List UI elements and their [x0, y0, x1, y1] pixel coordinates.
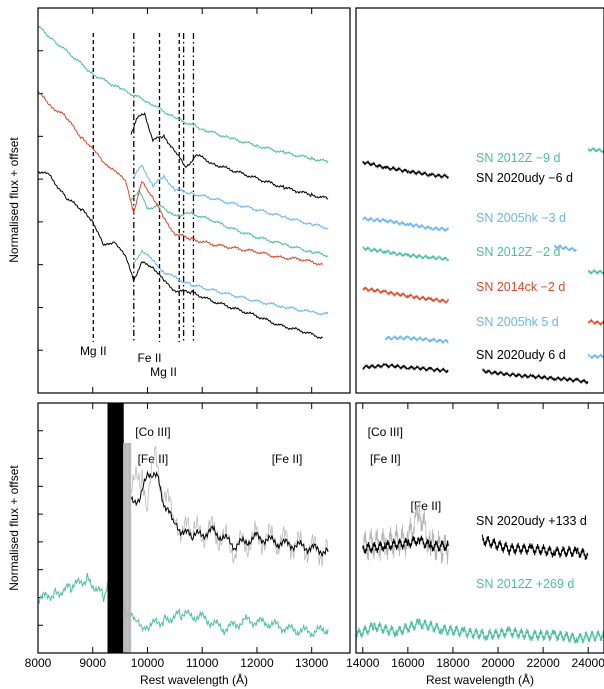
x-tick-label: 16000: [391, 656, 425, 670]
annotation-label: [Fe II]: [272, 452, 303, 466]
line-marker-label: Mg II: [80, 344, 107, 358]
series-line: [37, 90, 324, 266]
series-line: [355, 617, 604, 644]
label-sn2020udy-p133: SN 2020udy +133 d: [476, 514, 587, 528]
line-marker-label: Mg II: [150, 365, 177, 379]
annotation-label: [Fe II]: [370, 452, 401, 466]
series-line: [362, 535, 449, 554]
line-marker-label: Fe II: [138, 351, 162, 365]
y-axis-label-bottom: Normalised flux + offset: [7, 465, 21, 591]
x-tick-label: 14000: [346, 656, 380, 670]
series-line: [362, 215, 449, 233]
frame-bottom-left: [37, 402, 351, 654]
series-line: [553, 244, 578, 253]
x-tick-label: 11000: [186, 656, 219, 670]
label-sn2020udy-p6: SN 2020udy 6 d: [476, 348, 566, 362]
label-sn2020udy-m6: SN 2020udy −6 d: [476, 171, 573, 185]
frame-top-right: [355, 7, 604, 394]
frame-bottom-right: [355, 402, 604, 654]
frame-top-left: [37, 7, 351, 394]
series-line: [133, 249, 329, 316]
x-tick-label: 12000: [240, 656, 274, 670]
label-sn2012z-m2: SN 2012Z −2 d: [476, 245, 560, 259]
label-sn2014ck-m2: SN 2014ck −2 d: [476, 280, 565, 294]
panel-bottom-right: 14000 16000 18000 20000 22000 24000 [Co III] [F…: [346, 403, 604, 670]
x-tick-label: 13000: [295, 656, 329, 670]
series-line: [362, 286, 449, 305]
series-line: [587, 146, 604, 154]
x-tick-label: 18000: [436, 656, 470, 670]
x-tick-label: 9000: [79, 656, 106, 670]
annotation-label: [Fe II]: [411, 499, 442, 513]
series-line: [362, 500, 449, 565]
annotation-label: [Co III]: [368, 425, 403, 439]
annotation-label: [Fe II]: [138, 452, 169, 466]
series-line: [133, 164, 329, 230]
series-line: [362, 362, 449, 374]
series-line: [481, 534, 589, 560]
series-line: [130, 470, 329, 557]
label-sn2005hk-p5: SN 2005hk 5 d: [476, 315, 559, 329]
x-tick-label: 10000: [131, 656, 165, 670]
series-line: [362, 160, 449, 180]
series-line: [37, 171, 323, 340]
series-line: [362, 246, 449, 263]
x-tick-label: 8000: [25, 656, 52, 670]
x-tick-label: 22000: [526, 656, 560, 670]
panel-top-right: [362, 146, 604, 385]
series-line: [384, 334, 449, 345]
series-line: [588, 318, 604, 327]
x-tick-label: 24000: [572, 656, 604, 670]
series-line: [587, 352, 604, 360]
series-line: [37, 25, 329, 164]
y-axis-label-top: Normalised flux + offset: [7, 137, 21, 263]
label-sn2012z-m9: SN 2012Z −9 d: [476, 151, 560, 165]
series-line: [482, 367, 589, 385]
series-line: [130, 188, 329, 257]
x-tick-label: 20000: [481, 656, 515, 670]
series-line: [587, 268, 604, 276]
x-axis-label-left: Rest wavelength (Å): [140, 672, 248, 687]
label-sn2005hk-m3: SN 2005hk −3 d: [476, 211, 566, 225]
annotation-label: [Co III]: [135, 425, 170, 439]
series-line: [37, 562, 329, 638]
label-sn2012z-p269: SN 2012Z +269 d: [476, 577, 574, 591]
series-line: [130, 112, 329, 200]
panel-bottom-left: 8000 9000 10000 11000 12000 13000 [Co III] [Fe …: [25, 403, 329, 670]
x-axis-label-right: Rest wavelength (Å): [426, 672, 534, 687]
